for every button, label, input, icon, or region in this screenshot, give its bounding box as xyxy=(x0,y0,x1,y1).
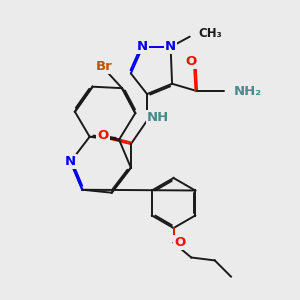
Text: N: N xyxy=(65,155,76,168)
Text: CH₃: CH₃ xyxy=(199,27,222,40)
Text: O: O xyxy=(174,236,186,249)
Text: Br: Br xyxy=(95,60,112,73)
Text: O: O xyxy=(186,55,197,68)
Text: O: O xyxy=(97,129,109,142)
Text: NH: NH xyxy=(147,111,170,124)
Text: NH₂: NH₂ xyxy=(234,85,262,98)
Text: N: N xyxy=(137,40,148,53)
Text: N: N xyxy=(165,40,176,53)
